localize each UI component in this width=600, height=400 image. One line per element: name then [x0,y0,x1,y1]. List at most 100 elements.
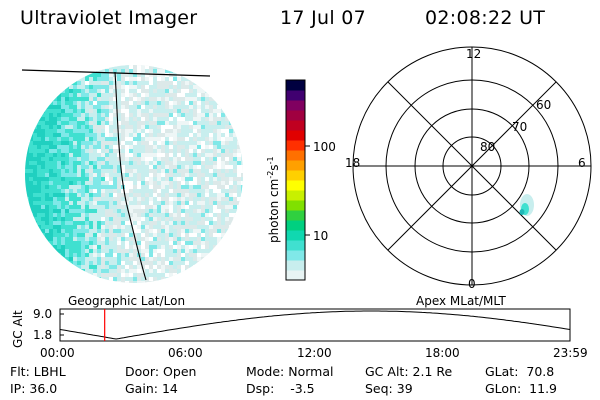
uv-pixel [205,209,209,213]
uv-pixel [73,269,77,273]
uv-pixel [157,157,161,161]
uv-pixel [169,257,173,261]
uv-pixel [165,249,169,253]
uv-pixel [229,197,233,201]
colorbar-label-10: 10 [313,229,329,243]
colorbar-step [286,270,305,281]
uv-pixel [209,177,213,181]
colorbar-step [286,140,305,151]
uv-pixel [25,101,29,105]
uv-pixel [29,225,33,229]
uv-pixel [117,73,121,77]
uv-pixel [189,221,193,225]
uv-pixel [45,201,49,205]
uv-pixel [41,165,45,169]
uv-pixel [185,141,189,145]
uv-pixel [233,253,237,257]
uv-pixel [193,65,197,69]
uv-pixel [237,269,241,273]
uv-pixel [117,117,121,121]
uv-pixel [109,205,113,209]
uv-pixel [141,213,145,217]
uv-pixel [209,221,213,225]
uv-pixel [185,205,189,209]
time-tick-1800: 18:00 [425,346,460,360]
uv-pixel [65,157,69,161]
uv-pixel [81,145,85,149]
uv-pixel [157,145,161,149]
uv-pixel [241,205,243,209]
uv-pixel [169,69,173,73]
uv-pixel [33,189,37,193]
uv-pixel [53,165,57,169]
uv-pixel [189,169,193,173]
uv-pixel [149,249,153,253]
uv-pixel [201,237,205,241]
uv-pixel [189,177,193,181]
uv-pixel [41,117,45,121]
uv-pixel [93,225,97,229]
uv-pixel [165,281,169,283]
uv-pixel [57,81,61,85]
uv-pixel [41,93,45,97]
uv-pixel [129,133,133,137]
uv-pixel [105,93,109,97]
uv-pixel [53,113,57,117]
uv-pixel [133,165,137,169]
uv-pixel [105,177,109,181]
uv-pixel [93,105,97,109]
uv-pixel [237,237,241,241]
uv-pixel [41,141,45,145]
uv-pixel [125,113,129,117]
uv-pixel [41,177,45,181]
uv-pixel [89,233,93,237]
uv-pixel [141,217,145,221]
uv-pixel [101,185,105,189]
uv-pixel [121,173,125,177]
uv-pixel [53,197,57,201]
uv-pixel [209,277,213,281]
uv-pixel [121,105,125,109]
uv-pixel [73,97,77,101]
uv-pixel [129,145,133,149]
uv-pixel [73,249,77,253]
uv-pixel [209,209,213,213]
uv-pixel [145,161,149,165]
uv-pixel [229,97,233,101]
uv-pixel [197,225,201,229]
uv-pixel [25,189,29,193]
uv-pixel [97,217,101,221]
uv-pixel [45,169,49,173]
uv-pixel [173,69,177,73]
uv-pixel [117,65,121,69]
uv-pixel [105,89,109,93]
uv-pixel [125,165,129,169]
uv-pixel [85,201,89,205]
uv-pixel [37,257,41,261]
uv-pixel [173,145,177,149]
uv-pixel [25,221,29,225]
uv-pixel [161,117,165,121]
uv-pixel [189,113,193,117]
colorbar [285,79,310,281]
uv-pixel [89,85,93,89]
uv-pixel [73,241,77,245]
uv-pixel [213,213,217,217]
uv-pixel [109,65,113,69]
uv-pixel [105,73,109,77]
uv-pixel [109,217,113,221]
uv-pixel [161,201,165,205]
uv-pixel [185,269,189,273]
uv-pixel [65,161,69,165]
uv-pixel [93,141,97,145]
uv-pixel [193,173,197,177]
uv-pixel [133,137,137,141]
uv-pixel [129,241,133,245]
uv-pixel [73,69,77,73]
uv-pixel [205,249,209,253]
uv-pixel [89,129,93,133]
uv-pixel [229,109,233,113]
uv-pixel [137,185,141,189]
uv-pixel [189,149,193,153]
uv-pixel [233,85,237,89]
